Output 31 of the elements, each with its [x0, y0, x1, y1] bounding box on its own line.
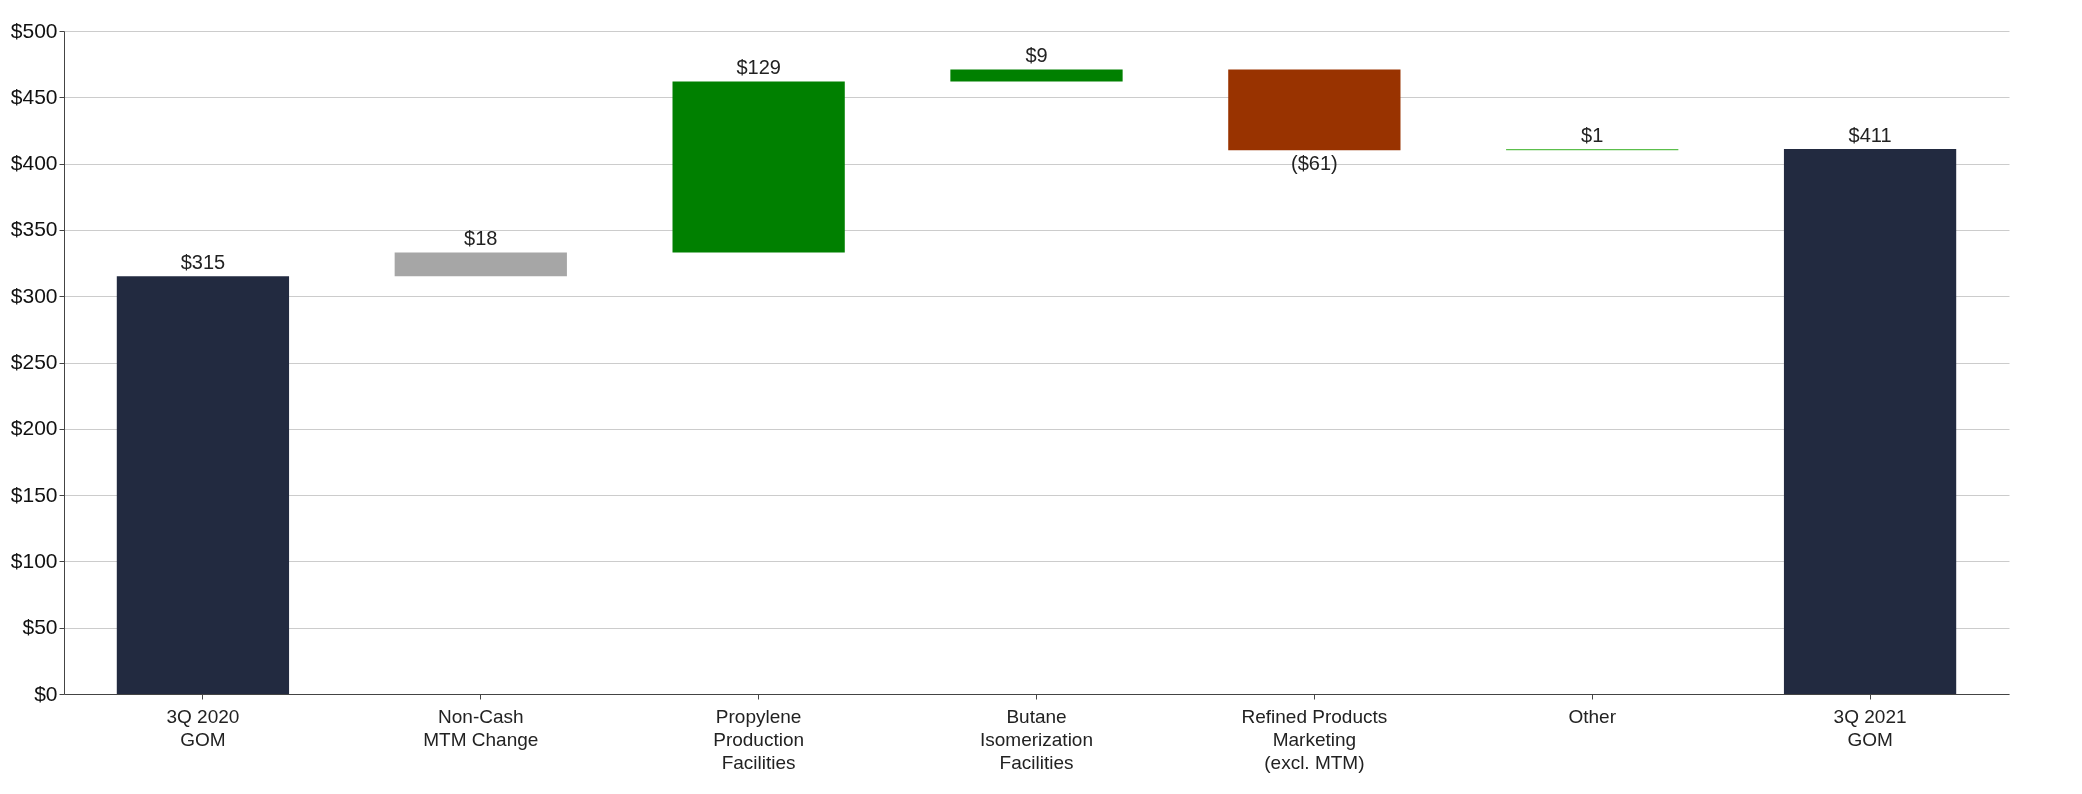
x-tick-label: 3Q 2021 GOM — [1833, 705, 1907, 750]
data-label: $18 — [464, 227, 498, 250]
y-tick-label: $500 — [10, 18, 58, 42]
bar — [116, 276, 290, 694]
bar — [1783, 149, 1957, 694]
data-label: $1 — [1581, 124, 1604, 147]
y-tick-label: $0 — [34, 681, 58, 705]
y-tick-label: $400 — [10, 151, 58, 175]
y-tick-label: $50 — [22, 615, 58, 639]
x-tick-label: 3Q 2020 GOM — [166, 705, 240, 750]
y-tick-label: $350 — [10, 217, 58, 241]
x-tick-label: Refined Products Marketing (excl. MTM) — [1241, 705, 1388, 773]
x-tick-label: Non-Cash MTM Change — [423, 705, 539, 750]
x-tick-label: Propylene Production Facilities — [713, 705, 805, 773]
bar — [950, 69, 1123, 82]
y-tick-label: $300 — [10, 283, 58, 307]
bar — [394, 252, 567, 277]
data-label: $9 — [1025, 44, 1048, 67]
data-label: $129 — [736, 56, 781, 79]
x-tick-label: Other — [1568, 705, 1617, 727]
bar — [672, 81, 845, 253]
y-tick-label: $200 — [10, 416, 58, 440]
y-tick-label: $450 — [10, 84, 58, 108]
y-tick-label: $100 — [10, 548, 58, 572]
x-tick-label: Butane Isomerization Facilities — [980, 705, 1093, 773]
data-label: ($61) — [1291, 152, 1338, 175]
y-tick-label: $150 — [10, 482, 58, 506]
y-tick-label: $250 — [10, 350, 58, 373]
data-label: $411 — [1848, 124, 1892, 147]
bar — [1228, 69, 1401, 151]
data-label: $315 — [180, 251, 226, 274]
